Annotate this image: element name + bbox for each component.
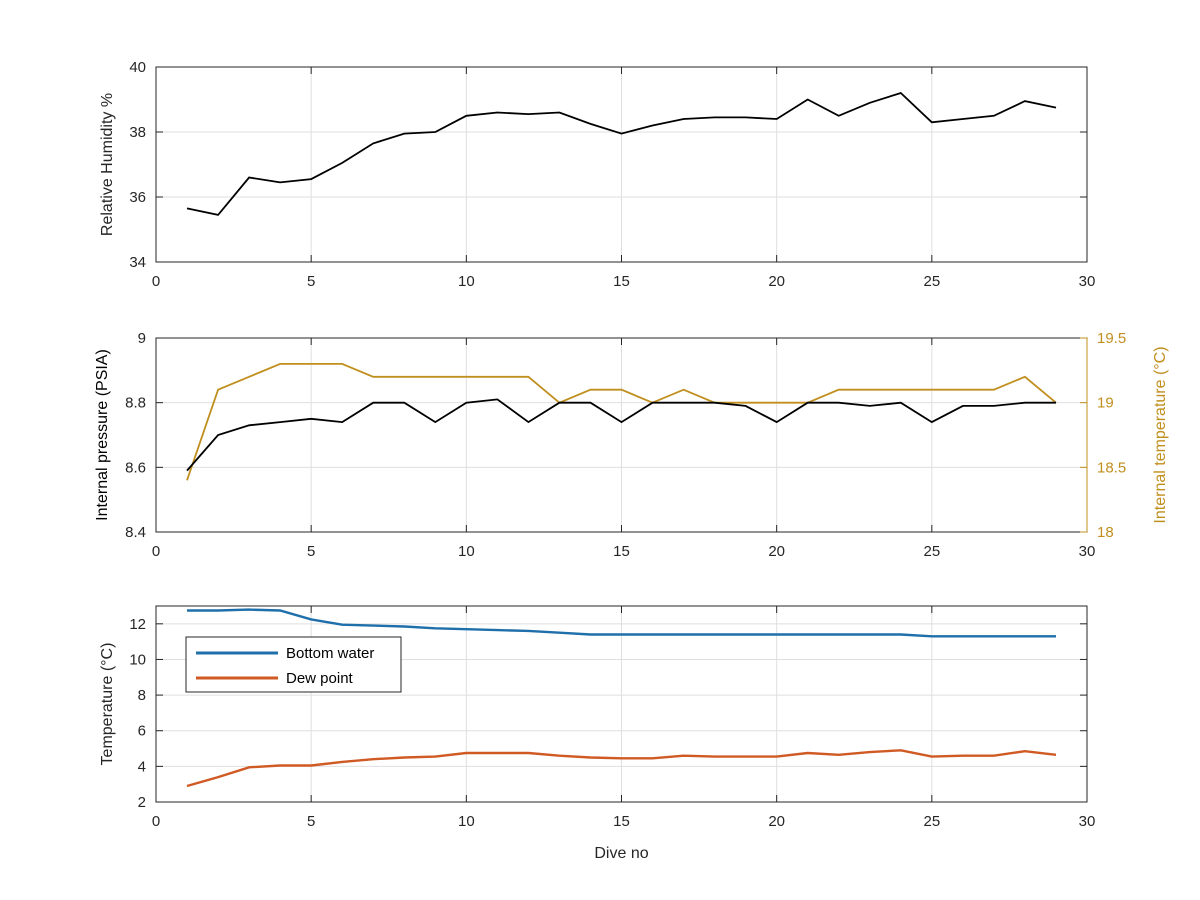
legend: Bottom water Dew point (185, 636, 402, 693)
x-tick-label: 30 (1079, 543, 1096, 560)
x-tick-label: 10 (458, 813, 475, 830)
series-line-1 (186, 362, 1057, 481)
series-line-0 (186, 398, 1056, 472)
x-tick-label: 25 (923, 543, 940, 560)
y-axis-label: Internal pressure (PSIA) (94, 349, 111, 521)
x-tick-label: 15 (613, 543, 630, 560)
y-axis-label: Relative Humidity % (99, 93, 116, 236)
y-axis-label: Temperature (°C) (99, 643, 116, 766)
x-tick-label: 0 (152, 543, 160, 560)
y2-axis-label: Internal temperature (°C) (1152, 346, 1169, 523)
x-tick-label: 0 (152, 813, 160, 830)
x-tick-label: 20 (768, 273, 785, 290)
x-tick-label: 30 (1079, 273, 1096, 290)
y-tick-label: 8.4 (125, 524, 146, 541)
x-tick-label: 30 (1079, 813, 1096, 830)
y2-tick-label: 19 (1097, 395, 1114, 412)
y-tick-label: 8.8 (125, 395, 146, 412)
x-tick-label: 5 (307, 543, 315, 560)
x-tick-label: 25 (923, 813, 940, 830)
y-tick-label: 4 (138, 758, 146, 775)
y2-tick-label: 18.5 (1097, 459, 1126, 476)
y2-tick-label: 18 (1097, 524, 1114, 541)
y-tick-label: 8 (138, 687, 146, 704)
series-line-dew-point (186, 749, 1057, 788)
humidity-panel: 0 5 10 15 20 25 30 34 36 38 40 Relative Humidity % (99, 59, 1095, 290)
y-tick-label: 10 (129, 651, 146, 668)
x-tick-label: 0 (152, 273, 160, 290)
y2-tick-label: 19.5 (1097, 330, 1126, 347)
x-tick-label: 25 (923, 273, 940, 290)
temperature-panel: 0 5 10 15 20 25 30 2 4 6 8 10 12 Temperature (°C) Dive… (99, 605, 1096, 862)
pressure-temperature-panel: 0 5 10 15 20 25 30 8.4 8.6 8.8 9 18 18.5 19 19.5 Intern… (94, 330, 1169, 560)
legend-label: Dew point (286, 670, 354, 687)
y-tick-label: 12 (129, 616, 146, 633)
y-tick-label: 2 (138, 794, 146, 811)
x-tick-label: 20 (768, 543, 785, 560)
series-line-0 (186, 91, 1057, 216)
x-tick-label: 10 (458, 543, 475, 560)
x-axis-label: Dive no (594, 845, 648, 862)
y-tick-label: 9 (138, 330, 146, 347)
y-tick-label: 6 (138, 723, 146, 740)
x-tick-label: 5 (307, 273, 315, 290)
legend-box (185, 636, 402, 693)
y-tick-label: 34 (129, 254, 146, 271)
legend-label: Bottom water (286, 645, 374, 662)
x-tick-label: 10 (458, 273, 475, 290)
series-line-bottom-water (187, 608, 1056, 638)
y-tick-label: 40 (129, 59, 146, 76)
y-tick-label: 38 (129, 124, 146, 141)
x-tick-label: 20 (768, 813, 785, 830)
y-tick-label: 8.6 (125, 459, 146, 476)
x-tick-label: 15 (613, 813, 630, 830)
y-tick-label: 36 (129, 189, 146, 206)
x-tick-label: 15 (613, 273, 630, 290)
x-tick-label: 5 (307, 813, 315, 830)
